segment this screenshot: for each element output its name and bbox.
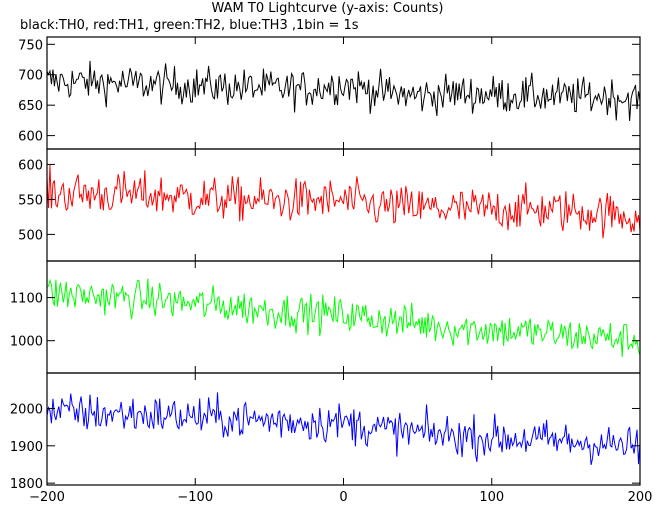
panel-th3-frame <box>46 372 641 486</box>
x-tick-label: 200 <box>628 490 653 505</box>
series-th1-line <box>47 164 640 239</box>
y-tick-label: 1900 <box>10 440 43 455</box>
chart-subtitle: black:TH0, red:TH1, green:TH2, blue:TH3 … <box>20 18 359 33</box>
panel-th1-frame <box>46 148 641 262</box>
y-tick-label: 600 <box>18 158 43 173</box>
panel-th3: 1800 1900 2000 <box>10 372 641 492</box>
y-tick-label: 1800 <box>10 477 43 492</box>
y-tick-label: 550 <box>18 193 43 208</box>
y-tick-label: 2000 <box>10 402 43 417</box>
chart-title: WAM T0 Lightcurve (y-axis: Counts) <box>211 1 444 16</box>
x-tick-label: −100 <box>177 490 213 505</box>
x-tick-label: −200 <box>29 490 65 505</box>
y-tick-label: 1100 <box>10 292 43 307</box>
y-tick-label: 1000 <box>10 335 43 350</box>
series-th0-line <box>47 60 640 121</box>
y-tick-label: 500 <box>18 228 43 243</box>
x-axis: −200 −100 0 100 200 <box>29 490 652 505</box>
x-tick-label: 100 <box>479 490 504 505</box>
series-th3-line <box>47 392 640 465</box>
panel-th2: 1000 1100 <box>10 260 641 374</box>
y-tick-label: 650 <box>18 99 43 114</box>
panel-th2-frame <box>46 260 641 374</box>
panel-th1: 500 550 600 <box>18 148 641 262</box>
series-th2-line <box>47 278 640 358</box>
y-tick-label: 750 <box>18 38 43 53</box>
y-tick-label: 700 <box>18 69 43 84</box>
panels-group: 600 650 700 750 500 550 600 1000 1100 1800 1900 200… <box>10 36 641 492</box>
y-tick-label: 600 <box>18 130 43 145</box>
panel-th0: 600 650 700 750 <box>18 36 641 150</box>
x-tick-label: 0 <box>339 490 347 505</box>
